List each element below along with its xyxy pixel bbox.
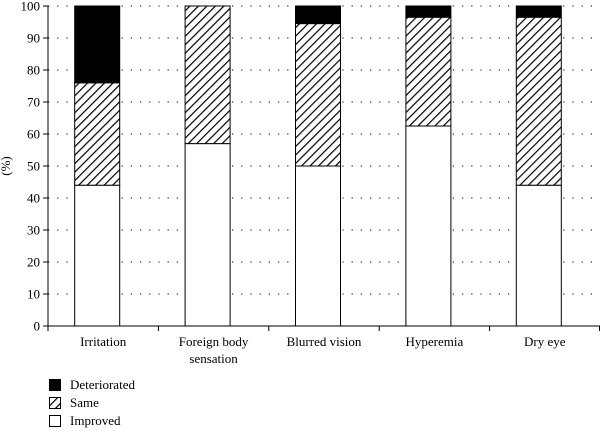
y-tick-label: 20 [27, 255, 40, 270]
bar-segment-improved [405, 125, 452, 327]
stacked-bar-chart: 0 10 20 30 40 50 60 70 80 90 100 Irritation Foreign … [0, 0, 600, 366]
x-tick-label: Hyperemia [406, 334, 464, 349]
legend-swatch-improved [49, 415, 61, 427]
x-tick-label-line: Hyperemia [406, 334, 464, 349]
bar-segment-improved [184, 143, 231, 327]
legend-label: Improved [70, 413, 121, 428]
y-tick-label: 70 [27, 95, 40, 110]
x-tick-label-line: Blurred vision [287, 334, 362, 349]
y-tick-label: 10 [27, 287, 40, 302]
y-tick-label: 0 [34, 319, 41, 334]
bar-segment-deteriorated [515, 5, 562, 18]
x-tick-label-line: Irritation [80, 334, 127, 349]
y-tick-label: 90 [27, 31, 40, 46]
legend-label: Deteriorated [70, 377, 135, 392]
legend-item-deteriorated: Deteriorated [49, 376, 135, 394]
y-tick-label: 60 [27, 127, 40, 142]
legend-item-improved: Improved [49, 412, 135, 430]
x-tick-label-line: Foreign body [179, 334, 249, 349]
x-tick-label-line: Dry eye [524, 334, 566, 349]
bar-segment-same [405, 16, 452, 127]
legend-swatch-same [49, 397, 61, 409]
x-tick-label-line: sensation [189, 351, 238, 366]
x-tick-label: Blurred vision [287, 334, 362, 349]
x-tick-label: Dry eye [524, 334, 566, 349]
bar-segment-deteriorated [295, 5, 341, 25]
legend-swatch-deteriorated [49, 379, 61, 391]
bar-segment-same [74, 82, 121, 186]
y-tick-label: 30 [27, 223, 40, 238]
legend: Deteriorated Same Improved [49, 376, 135, 430]
legend-item-same: Same [49, 394, 135, 412]
bar-segment-deteriorated [74, 5, 121, 84]
bar-segment-same [515, 16, 562, 186]
x-tick-label: Foreign body sensation [179, 334, 249, 366]
bar-segment-improved [74, 184, 121, 327]
bar-segment-improved [295, 165, 341, 327]
bar-segment-same [295, 23, 341, 167]
y-tick-label: 40 [27, 191, 40, 206]
y-tick-label: 80 [27, 63, 40, 78]
y-axis-label: (%) [0, 156, 13, 176]
bar-segment-same [184, 5, 231, 145]
bar-segment-improved [515, 184, 562, 327]
bar-segment-deteriorated [405, 5, 452, 18]
legend-label: Same [70, 395, 99, 410]
y-tick-label: 50 [27, 159, 40, 174]
y-tick-label: 100 [21, 0, 41, 14]
x-tick-label: Irritation [80, 334, 127, 349]
